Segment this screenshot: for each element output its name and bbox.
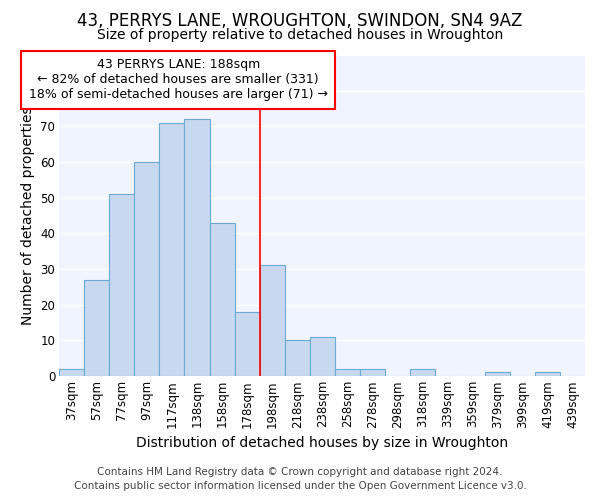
Bar <box>485 372 510 376</box>
Bar <box>209 222 235 376</box>
Bar <box>335 368 360 376</box>
Bar <box>535 372 560 376</box>
Bar <box>160 122 184 376</box>
Text: 43, PERRYS LANE, WROUGHTON, SWINDON, SN4 9AZ: 43, PERRYS LANE, WROUGHTON, SWINDON, SN4… <box>77 12 523 30</box>
Bar <box>184 119 209 376</box>
Bar <box>284 340 310 376</box>
X-axis label: Distribution of detached houses by size in Wroughton: Distribution of detached houses by size … <box>136 436 508 450</box>
Text: 43 PERRYS LANE: 188sqm
← 82% of detached houses are smaller (331)
18% of semi-de: 43 PERRYS LANE: 188sqm ← 82% of detached… <box>29 58 328 102</box>
Text: Size of property relative to detached houses in Wroughton: Size of property relative to detached ho… <box>97 28 503 42</box>
Bar <box>59 368 85 376</box>
Bar <box>235 312 260 376</box>
Bar <box>109 194 134 376</box>
Y-axis label: Number of detached properties: Number of detached properties <box>21 106 35 325</box>
Bar <box>310 336 335 376</box>
Text: Contains HM Land Registry data © Crown copyright and database right 2024.
Contai: Contains HM Land Registry data © Crown c… <box>74 467 526 491</box>
Bar <box>134 162 160 376</box>
Bar <box>360 368 385 376</box>
Bar <box>85 280 109 376</box>
Bar <box>260 266 284 376</box>
Bar <box>410 368 435 376</box>
